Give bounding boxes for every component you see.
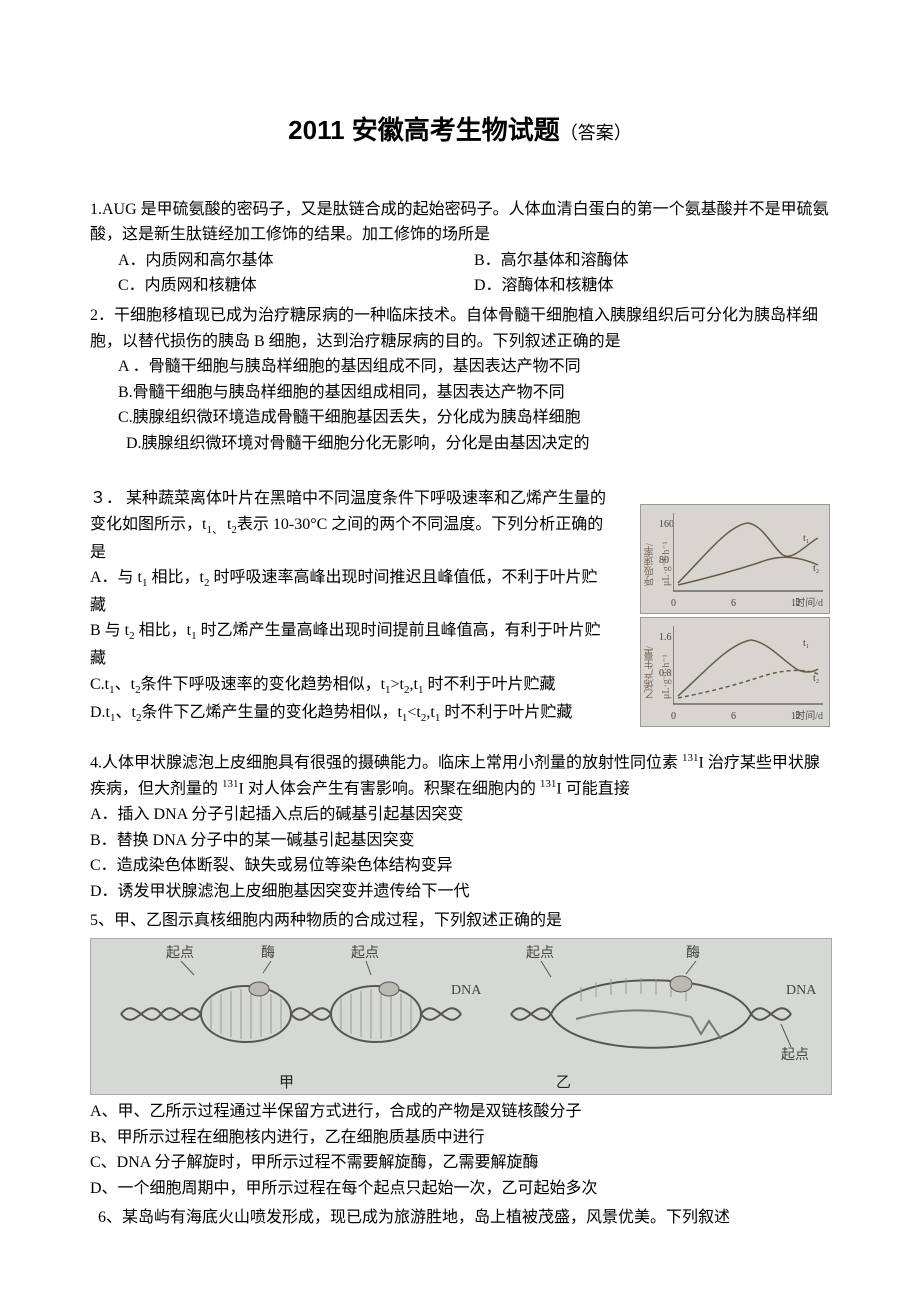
q3-bot-series-t2 — [678, 671, 818, 699]
q2-opt-d: D.胰腺组织微环境对骨髓干细胞分化无影响，分化是由基因决定的 — [126, 431, 830, 457]
svg-text:起点: 起点 — [351, 945, 379, 961]
q2-opt-a: A ．骨髓干细胞与胰岛样细胞的基因组成不同，基因表达产物不同 — [118, 354, 830, 380]
question-1: 1.AUG 是甲硫氨酸的密码子，又是肽链合成的起始密码子。人体血清白蛋白的第一个… — [90, 197, 830, 299]
q6-stem: 6、某岛屿有海底火山喷发形成，现已成为旅游胜地，岛上植被茂盛，风景优美。下列叙述 — [98, 1209, 730, 1226]
question-2: 2．干细胞移植现已成为治疗糖尿病的一种临床技术。自体骨髓干细胞植入胰腺组织后可分… — [90, 303, 830, 457]
question-3: ３． 某种蔬菜离体叶片在黑暗中不同温度条件下呼吸速率和乙烯产生量的变化如图所示，… — [90, 486, 830, 746]
q2-stem: 2．干细胞移植现已成为治疗糖尿病的一种临床技术。自体骨髓干细胞植入胰腺组织后可分… — [90, 303, 830, 354]
q5-opt-c: C、DNA 分子解旋时，甲所示过程不需要解旋酶，乙需要解旋酶 — [90, 1150, 830, 1176]
title-sub: （答案） — [560, 123, 632, 143]
q5-opt-a: A、甲、乙所示过程通过半保留方式进行，合成的产物是双链核酸分子 — [90, 1099, 830, 1125]
q3-top-series-t1 — [678, 523, 818, 583]
svg-text:t₂: t₂ — [813, 673, 819, 684]
svg-text:t₁: t₁ — [803, 638, 809, 649]
q3-opt-a: A．与 t1 相比，t2 时呼吸速率高峰出现时间推迟且峰值低，不利于叶片贮藏 — [90, 565, 610, 618]
svg-text:DNA: DNA — [451, 983, 482, 998]
q4-opt-a: A．插入 DNA 分子引起插入点后的碱基引起基因突变 — [90, 802, 830, 828]
svg-text:DNA: DNA — [786, 983, 817, 998]
q3-stem: ３． 某种蔬菜离体叶片在黑暗中不同温度条件下呼吸速率和乙烯产生量的变化如图所示，… — [90, 486, 610, 565]
q2-opt-c: C.胰腺组织微环境造成骨髓干细胞基因丢失，分化成为胰岛样细胞 — [118, 405, 830, 431]
svg-text:t₁: t₁ — [803, 533, 809, 544]
q3-opt-d: D.t1、t2条件下乙烯产生量的变化趋势相似，t1<t2,t1 时不利于叶片贮藏 — [90, 700, 610, 728]
q5-stem: 5、甲、乙图示真核细胞内两种物质的合成过程，下列叙述正确的是 — [90, 908, 830, 934]
q1-stem: 1.AUG 是甲硫氨酸的密码子，又是肽链合成的起始密码子。人体血清白蛋白的第一个… — [90, 197, 830, 248]
q3-figure: 呼吸速率/μL·g⁻¹·h⁻¹ 160 80 0 6 12 时间/d t₁ t₂ — [640, 504, 830, 730]
q3-opt-b: B 与 t2 相比，t1 时乙烯产生量高峰出现时间提前且峰值高，有利于叶片贮藏 — [90, 618, 610, 671]
question-4: 4.人体甲状腺滤泡上皮细胞具有很强的摄碘能力。临床上常用小剂量的放射性同位素 1… — [90, 750, 830, 904]
q3-opt-c: C.t1、t2条件下呼吸速率的变化趋势相似，t1>t2,t1 时不利于叶片贮藏 — [90, 672, 610, 700]
q3-chart-respiration: 呼吸速率/μL·g⁻¹·h⁻¹ 160 80 0 6 12 时间/d t₁ t₂ — [640, 504, 830, 614]
q4-opt-d: D．诱发甲状腺滤泡上皮细胞基因突变并遗传给下一代 — [90, 879, 830, 905]
page-title: 2011 安徽高考生物试题（答案） — [90, 110, 830, 152]
svg-text:起点: 起点 — [526, 945, 554, 961]
q4-opt-b: B．替换 DNA 分子中的某一碱基引起基因突变 — [90, 828, 830, 854]
q5-figure: 起点 酶 起点 — [90, 938, 832, 1095]
q5-opt-d: D、一个细胞周期中，甲所示过程在每个起点只起始一次，乙可起始多次 — [90, 1176, 830, 1202]
svg-text:酶: 酶 — [686, 945, 700, 961]
q3-chart-ethylene: 乙烯产生量/μL·g⁻¹·h⁻¹ 1.6 0.8 0 6 12 时间/d t₁ … — [640, 617, 830, 727]
svg-text:起点: 起点 — [166, 945, 194, 961]
q4-stem: 4.人体甲状腺滤泡上皮细胞具有很强的摄碘能力。临床上常用小剂量的放射性同位素 1… — [90, 750, 830, 802]
svg-text:酶: 酶 — [261, 945, 275, 961]
svg-text:t₂: t₂ — [813, 563, 819, 574]
q1-opt-c: C．内质网和核糖体 — [118, 273, 474, 299]
q5-opt-b: B、甲所示过程在细胞核内进行，乙在细胞质基质中进行 — [90, 1125, 830, 1151]
title-main: 2011 安徽高考生物试题 — [288, 115, 560, 145]
question-6: 6、某岛屿有海底火山喷发形成，现已成为旅游胜地，岛上植被茂盛，风景优美。下列叙述 — [98, 1205, 830, 1231]
svg-text:甲: 甲 — [279, 1075, 294, 1091]
q4-opt-c: C．造成染色体断裂、缺失或易位等染色体结构变异 — [90, 853, 830, 879]
q2-opt-b: B.骨髓干细胞与胰岛样细胞的基因组成相同，基因表达产物不同 — [118, 380, 830, 406]
q1-opt-d: D．溶酶体和核糖体 — [474, 273, 830, 299]
svg-text:起点: 起点 — [781, 1047, 809, 1063]
q3-bot-series-t1 — [678, 640, 818, 696]
question-5: 5、甲、乙图示真核细胞内两种物质的合成过程，下列叙述正确的是 起点 酶 起点 — [90, 908, 830, 1201]
svg-text:乙: 乙 — [556, 1075, 571, 1091]
q1-opt-a: A．内质网和高尔基体 — [118, 248, 474, 274]
q1-opt-b: B．高尔基体和溶酶体 — [474, 248, 830, 274]
